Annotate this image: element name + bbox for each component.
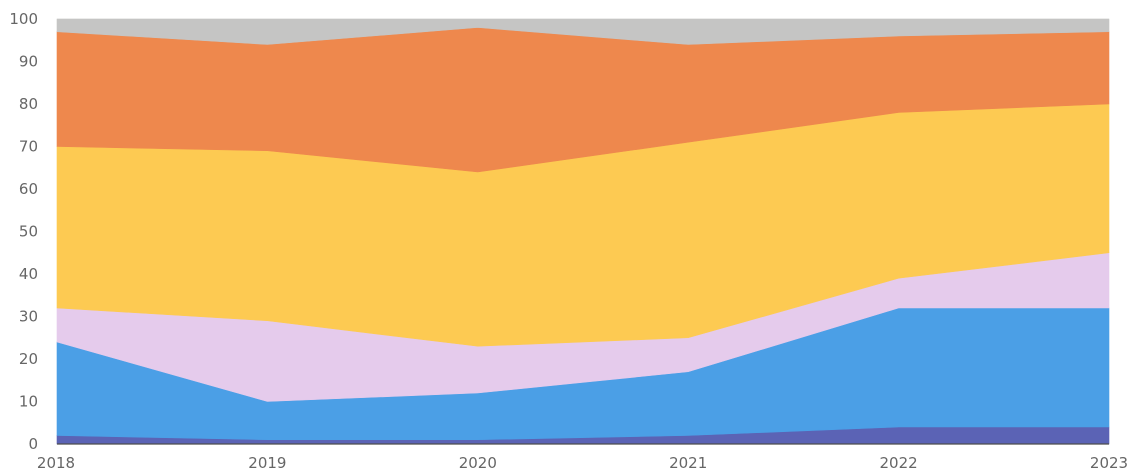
y-tick-label: 100 bbox=[9, 10, 38, 28]
y-tick-label: 0 bbox=[28, 435, 38, 453]
y-tick-label: 60 bbox=[19, 180, 38, 198]
x-tick-label: 2021 bbox=[669, 454, 707, 471]
y-tick-label: 30 bbox=[19, 308, 38, 326]
y-tick-label: 80 bbox=[19, 95, 38, 113]
y-tick-label: 50 bbox=[19, 223, 38, 241]
y-tick-label: 10 bbox=[19, 393, 38, 411]
y-axis-tick-labels: 0 10 20 30 40 50 60 70 80 90 100 bbox=[9, 10, 38, 453]
area-series bbox=[56, 18, 1110, 445]
y-tick-label: 20 bbox=[19, 350, 38, 368]
x-axis-tick-labels: 2018 2019 2020 2021 2022 2023 bbox=[37, 454, 1128, 471]
x-tick-label: 2018 bbox=[37, 454, 75, 471]
x-tick-label: 2020 bbox=[459, 454, 497, 471]
y-tick-label: 90 bbox=[19, 53, 38, 71]
x-tick-label: 2022 bbox=[880, 454, 918, 471]
x-tick-label: 2019 bbox=[248, 454, 286, 471]
x-tick-label: 2023 bbox=[1090, 454, 1128, 471]
y-tick-label: 70 bbox=[19, 138, 38, 156]
y-tick-label: 40 bbox=[19, 265, 38, 283]
area-series-6 bbox=[56, 18, 1110, 45]
